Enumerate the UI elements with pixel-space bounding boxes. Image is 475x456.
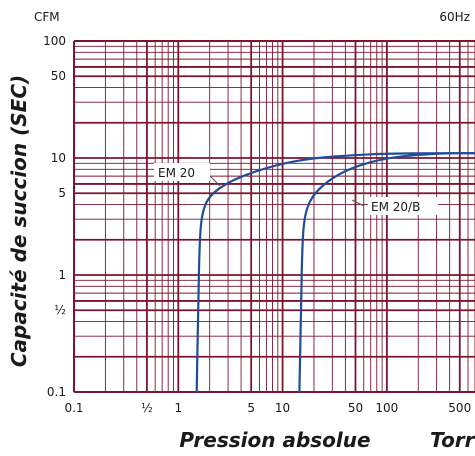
y-tick-label: ½	[54, 303, 66, 317]
y-tick-labels: 100 50 10 5 1 ½ 0.1	[43, 34, 66, 399]
series-line-em20	[195, 152, 475, 394]
y-unit-label: CFM	[34, 10, 60, 24]
x-tick-label: 100	[375, 401, 398, 415]
series-label-em20: EM 20	[158, 166, 195, 180]
series-line-em20b	[298, 152, 475, 394]
minor-gridlines	[74, 41, 475, 392]
y-tick-label: 0.1	[47, 385, 66, 399]
x-tick-label: ½	[141, 401, 153, 415]
major-gridlines	[73, 40, 475, 393]
x-tick-labels: 0.1 ½ 1 5 10 50 100 500	[64, 401, 471, 415]
y-axis-title: Capacité de succion (SEC)	[7, 75, 31, 367]
y-tick-label: 10	[51, 151, 66, 165]
pointer-em20	[209, 175, 221, 187]
x-axis-unit: Torr	[430, 428, 475, 452]
y-tick-label: 1	[58, 268, 66, 282]
frequency-label: 60Hz	[439, 10, 470, 24]
x-tick-label: 500	[448, 401, 471, 415]
series-labels: EM 20 EM 20/B	[154, 163, 438, 215]
x-tick-label: 0.1	[64, 401, 83, 415]
x-tick-label: 50	[348, 401, 363, 415]
x-tick-label: 1	[174, 401, 182, 415]
series-label-bg-em20	[154, 163, 210, 181]
y-tick-label: 100	[43, 34, 66, 48]
x-axis-title: Pression absolue	[179, 428, 370, 452]
y-tick-label: 5	[58, 186, 66, 200]
x-tick-label: 5	[247, 401, 255, 415]
label-pointers	[209, 175, 365, 207]
x-tick-label: 10	[275, 401, 290, 415]
pointer-em20b	[351, 199, 365, 207]
series-layer	[195, 152, 475, 394]
y-tick-label: 50	[51, 69, 66, 83]
series-label-bg-em20b	[368, 197, 438, 215]
series-label-em20b: EM 20/B	[371, 200, 420, 214]
